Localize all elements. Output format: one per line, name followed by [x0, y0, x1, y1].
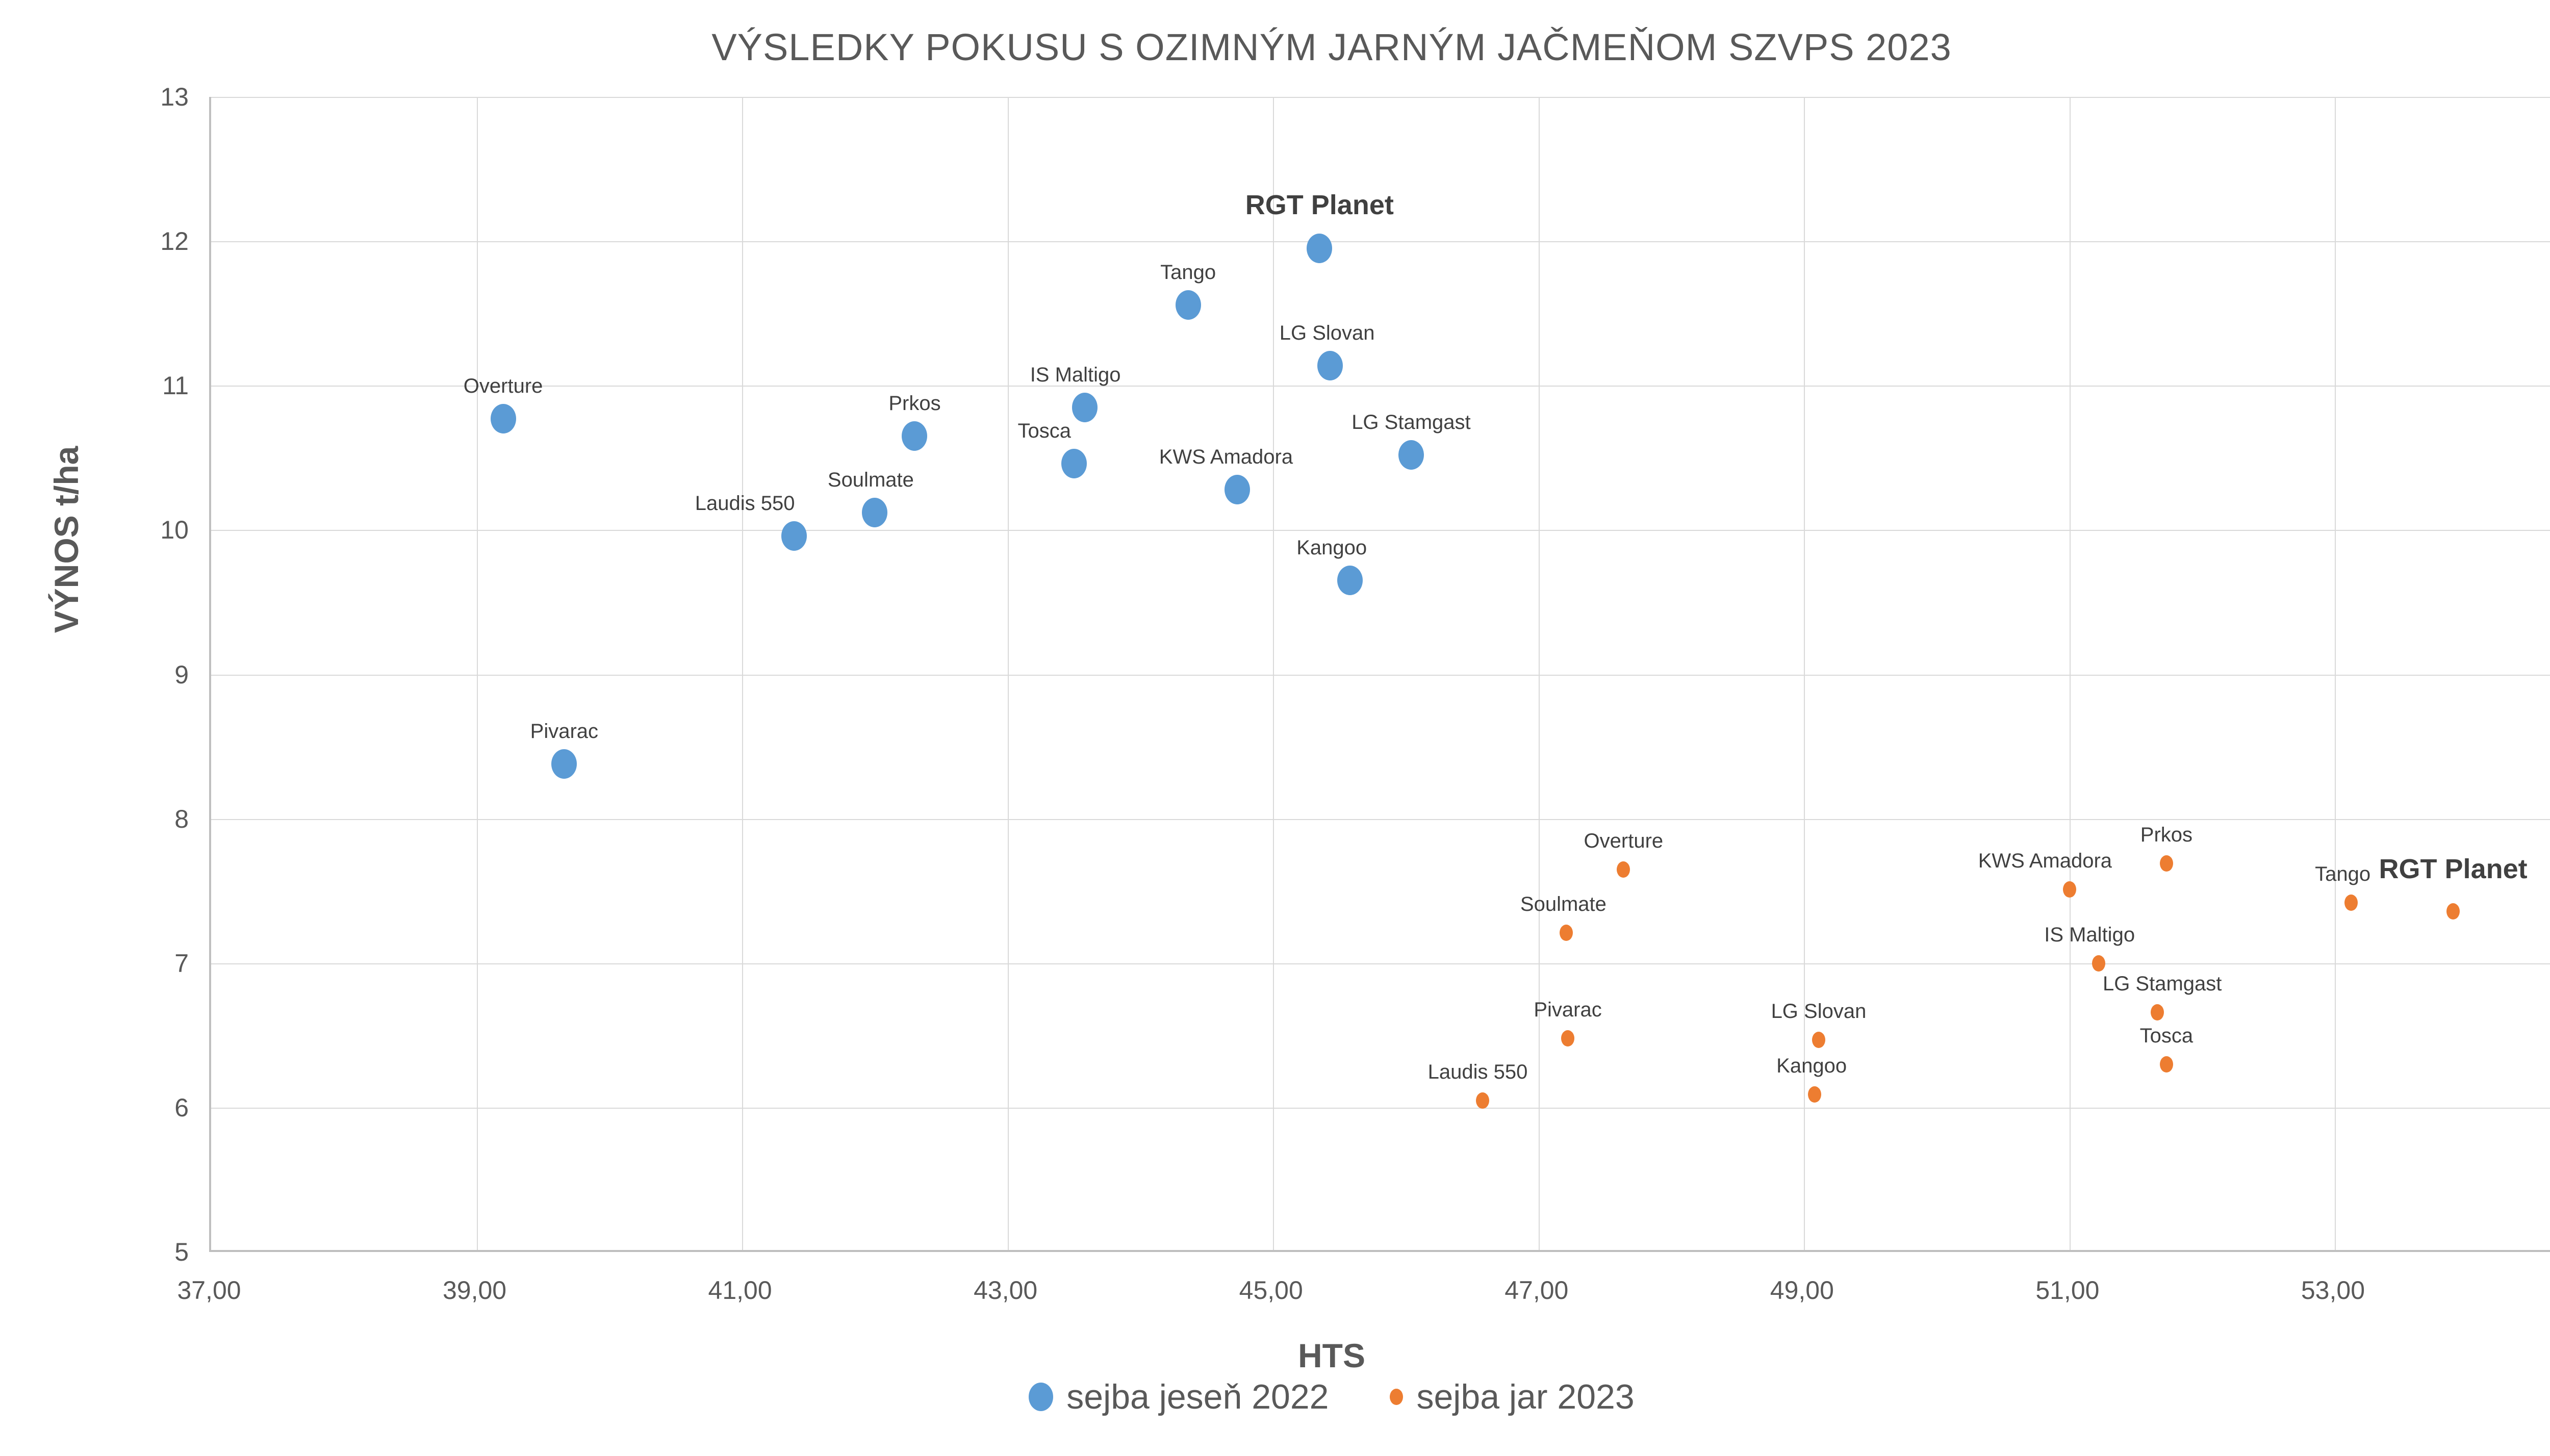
- data-point-label: Tosca: [1017, 420, 1072, 443]
- data-point[interactable]: [2159, 1056, 2173, 1072]
- data-point[interactable]: [1808, 1086, 1822, 1103]
- x-axis-tick-label: 39,00: [442, 1276, 507, 1305]
- y-axis-tick-label: 11: [162, 371, 189, 400]
- data-point-label: Tango: [2315, 862, 2371, 885]
- x-axis-tick-label: 45,00: [1239, 1276, 1303, 1305]
- data-point-label: LG Stamgast: [1352, 411, 1471, 434]
- data-point[interactable]: [1224, 475, 1250, 505]
- gridline-horizontal: [211, 963, 2550, 964]
- data-point[interactable]: [1812, 1031, 1825, 1048]
- data-point-label: Soulmate: [827, 469, 914, 492]
- y-axis-tick-label: 13: [160, 83, 189, 111]
- data-point-label: LG Stamgast: [2102, 973, 2222, 995]
- data-point[interactable]: [2062, 881, 2076, 898]
- data-point-label: Pivarac: [530, 720, 599, 743]
- data-point[interactable]: [2446, 903, 2460, 919]
- x-axis-tick-label: 41,00: [708, 1276, 772, 1305]
- data-point-label: RGT Planet: [1245, 190, 1394, 221]
- data-point-label: LG Slovan: [1771, 1000, 1867, 1023]
- data-point[interactable]: [902, 421, 928, 451]
- gridline-vertical: [1804, 97, 1805, 1250]
- data-point[interactable]: [1617, 861, 1630, 878]
- gridline-vertical: [1538, 97, 1540, 1250]
- data-point[interactable]: [1561, 1030, 1575, 1046]
- data-point-label: Overture: [463, 375, 543, 398]
- data-point-label: Overture: [1584, 829, 1664, 852]
- data-point[interactable]: [781, 521, 807, 551]
- data-point-label: Pivarac: [1534, 998, 1602, 1021]
- data-point-label: Soulmate: [1520, 893, 1606, 916]
- gridline-vertical: [2335, 97, 2336, 1250]
- x-axis-tick-label: 53,00: [2301, 1276, 2365, 1305]
- data-point-label: RGT Planet: [2379, 853, 2528, 884]
- data-point-label: Prkos: [2140, 824, 2193, 847]
- gridline-horizontal: [211, 241, 2550, 243]
- x-axis-tick-label: 55,00: [2522, 1278, 2550, 1303]
- y-axis-tick-label: 12: [160, 227, 189, 256]
- data-point-label: IS Maltigo: [2044, 923, 2135, 946]
- data-point[interactable]: [2159, 855, 2173, 872]
- y-axis-tick-label: 8: [174, 804, 189, 833]
- data-point-label: Kangoo: [1296, 537, 1367, 559]
- data-point[interactable]: [490, 404, 516, 434]
- gridline-horizontal: [211, 674, 2550, 676]
- data-point-label: Laudis 550: [695, 492, 795, 515]
- data-point[interactable]: [2150, 1004, 2164, 1020]
- y-axis-tick-label: 6: [174, 1093, 189, 1122]
- data-point[interactable]: [1317, 350, 1343, 380]
- legend-item[interactable]: sejba jar 2023: [1390, 1377, 1635, 1417]
- data-point[interactable]: [862, 498, 888, 528]
- data-point-label: KWS Amadora: [1978, 850, 2112, 873]
- data-point[interactable]: [1175, 290, 1201, 320]
- chart-title: VÝSLEDKY POKUSU S OZIMNÝM JARNÝM JAČMEŇO…: [711, 26, 1952, 68]
- gridline-horizontal: [211, 530, 2550, 531]
- data-point-label: IS Maltigo: [1030, 363, 1121, 386]
- data-point-label: LG Slovan: [1279, 321, 1375, 344]
- gridline-vertical: [476, 97, 478, 1250]
- y-axis-title: VÝNOS t/ha: [47, 446, 85, 633]
- y-axis-tick-label: 9: [174, 660, 189, 689]
- x-axis-title: HTS: [1298, 1337, 1365, 1374]
- data-point[interactable]: [1061, 449, 1087, 479]
- data-point[interactable]: [1476, 1092, 1490, 1109]
- y-axis-tick-label: 10: [160, 516, 189, 545]
- gridline-vertical: [1007, 97, 1009, 1250]
- x-axis-tick-label: 47,00: [1504, 1276, 1569, 1305]
- data-point[interactable]: [551, 749, 577, 779]
- data-point-label: KWS Amadora: [1159, 446, 1293, 469]
- legend-label: sejba jeseň 2022: [1066, 1377, 1329, 1416]
- legend-marker-icon: [1390, 1389, 1404, 1405]
- data-point[interactable]: [1398, 440, 1424, 470]
- data-point[interactable]: [1072, 392, 1098, 422]
- legend-item[interactable]: sejba jeseň 2022: [1029, 1377, 1329, 1417]
- x-axis-tick-label: 37,00: [177, 1276, 241, 1305]
- data-point-label: Tosca: [2139, 1024, 2194, 1047]
- data-point-label: Tango: [1160, 261, 1216, 284]
- gridline-vertical: [2069, 97, 2071, 1250]
- gridline-horizontal: [211, 386, 2550, 387]
- data-point[interactable]: [1307, 234, 1333, 264]
- chart-legend: sejba jeseň 2022 sejba jar 2023: [0, 1377, 2550, 1417]
- legend-marker-icon: [1029, 1383, 1054, 1411]
- x-axis-tick-label: 51,00: [2035, 1276, 2100, 1305]
- gridline-horizontal: [211, 1107, 2550, 1109]
- gridline-horizontal: [211, 97, 2550, 98]
- y-axis-tick-label: 5: [174, 1238, 189, 1266]
- y-axis-tick-label: 7: [174, 949, 189, 978]
- gridline-vertical: [1273, 97, 1274, 1250]
- x-axis-tick-label: 43,00: [974, 1276, 1038, 1305]
- gridline-horizontal: [211, 819, 2550, 820]
- legend-label: sejba jar 2023: [1416, 1377, 1635, 1416]
- data-point-label: Kangoo: [1776, 1055, 1847, 1078]
- data-point-label: Laudis 550: [1427, 1060, 1528, 1083]
- data-point[interactable]: [2092, 955, 2106, 972]
- data-point-label: Prkos: [888, 392, 941, 415]
- plot-area: Overture Pivarac Laudis 550 Soulmate Prkos To…: [209, 97, 2550, 1252]
- data-point[interactable]: [1560, 925, 1573, 941]
- x-axis-tick-label: 49,00: [1770, 1276, 1834, 1305]
- gridline-vertical: [742, 97, 744, 1250]
- data-point[interactable]: [2344, 894, 2358, 911]
- data-point[interactable]: [1337, 566, 1363, 596]
